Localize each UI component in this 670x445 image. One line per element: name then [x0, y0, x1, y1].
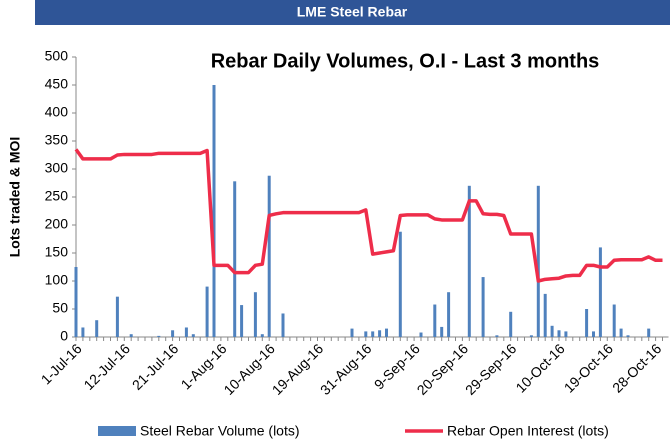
bar: [509, 311, 513, 337]
bar: [364, 331, 368, 337]
y-tick-label: 0: [60, 328, 68, 344]
bar: [240, 305, 244, 337]
legend-swatch: [98, 426, 136, 436]
x-tick-label: 10-Oct-16: [512, 340, 567, 395]
bar: [191, 334, 195, 337]
y-tick-label: 450: [45, 76, 69, 92]
x-tick-label: 28-Oct-16: [609, 340, 664, 395]
bar: [592, 331, 595, 337]
bar: [564, 331, 568, 337]
y-tick-label: 350: [45, 132, 69, 148]
bar: [467, 185, 471, 337]
legend-label: Steel Rebar Volume (lots): [140, 423, 300, 439]
bar: [81, 327, 85, 337]
bar: [495, 335, 499, 337]
bar: [447, 292, 451, 337]
bar: [253, 292, 257, 337]
bar: [619, 328, 623, 337]
bar: [378, 330, 382, 337]
bar: [350, 328, 354, 337]
bar: [481, 277, 485, 337]
x-tick-label: 29-Sep-16: [462, 340, 520, 398]
header-bar: [35, 0, 670, 25]
bar: [74, 267, 78, 337]
bar: [371, 331, 375, 337]
x-tick-label: 12-Jul-16: [80, 340, 133, 393]
bar: [647, 328, 651, 337]
bar: [212, 85, 216, 337]
y-axis-label: Lots traded & MOI: [7, 137, 23, 258]
bar: [433, 304, 437, 337]
x-tick-label: 31-Aug-16: [317, 340, 375, 398]
chart-title: Rebar Daily Volumes, O.I - Last 3 months: [211, 50, 600, 72]
x-tick-label: 19-Aug-16: [269, 340, 327, 398]
bar: [550, 325, 554, 337]
bar: [157, 335, 161, 337]
line: [74, 148, 663, 283]
bar: [184, 327, 188, 337]
y-tick-label: 100: [45, 272, 69, 288]
bar: [598, 247, 602, 337]
bar: [281, 313, 285, 337]
y-tick-label: 250: [45, 188, 69, 204]
x-tick-label: 1-Jul-16: [38, 340, 85, 387]
bar: [557, 330, 561, 337]
x-tick-label: 10-Aug-16: [220, 340, 278, 398]
bar: [626, 335, 630, 337]
y-tick-label: 500: [45, 48, 69, 64]
bar: [440, 326, 444, 337]
x-tick-label: 19-Oct-16: [561, 340, 616, 395]
bar: [267, 175, 271, 337]
x-tick-label: 20-Sep-16: [414, 340, 472, 398]
y-tick-label: 150: [45, 244, 69, 260]
bar: [585, 309, 589, 337]
x-tick-label: 21-Jul-16: [129, 340, 182, 393]
bar: [536, 185, 540, 337]
legend-label: Rebar Open Interest (lots): [447, 423, 609, 439]
y-tick-label: 50: [52, 300, 68, 316]
bar: [129, 334, 133, 337]
bar: [260, 334, 264, 337]
bar: [612, 304, 616, 337]
header-title: LME Steel Rebar: [297, 4, 408, 20]
y-tick-label: 400: [45, 104, 69, 120]
bar: [529, 335, 533, 337]
bar: [233, 181, 237, 337]
bar: [398, 231, 402, 337]
y-tick-label: 200: [45, 216, 69, 232]
bar: [171, 330, 175, 337]
bar: [385, 328, 388, 337]
bar: [419, 332, 423, 337]
bar: [543, 293, 547, 337]
y-tick-label: 300: [45, 160, 69, 176]
bar: [115, 296, 119, 337]
bar: [205, 286, 209, 337]
bar: [95, 320, 99, 337]
